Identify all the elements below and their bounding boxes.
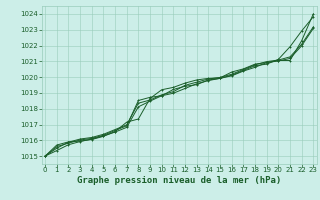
X-axis label: Graphe pression niveau de la mer (hPa): Graphe pression niveau de la mer (hPa): [77, 176, 281, 185]
